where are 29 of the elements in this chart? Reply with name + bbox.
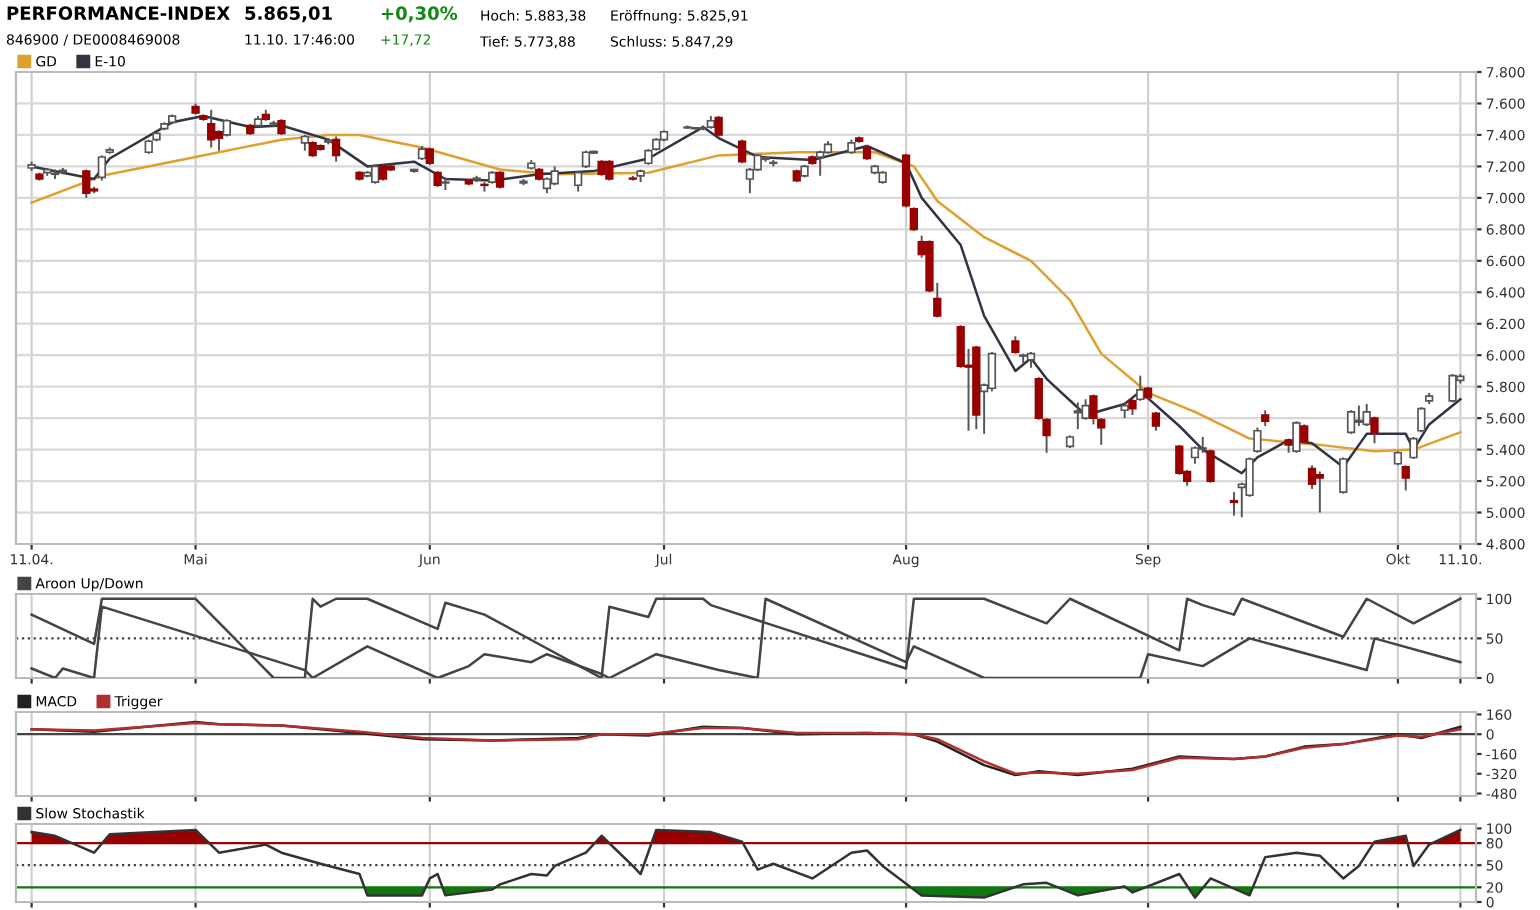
candlestick [1253,426,1262,454]
candlestick [1448,373,1457,404]
candlestick [1409,436,1418,461]
candlestick [1081,398,1090,421]
candlestick [605,159,614,182]
line-series [30,828,1462,899]
candlestick [573,170,583,193]
candlestick [1339,456,1348,495]
candlestick [1292,420,1301,454]
candlestick [331,135,341,163]
candlestick [1401,464,1410,492]
candlestick [207,108,216,149]
candlestick [816,149,825,177]
candlestick [714,115,723,138]
text: 5.865,01 [245,6,332,23]
candlestick [1362,403,1371,427]
candlestick [1315,470,1325,514]
candlestick [1151,410,1161,432]
candlestick [909,206,919,232]
candlestick [1354,404,1364,427]
candlestick [1346,409,1356,435]
candlestick [1417,406,1426,434]
text: +0,30% [381,6,458,23]
candlestick [987,351,997,393]
chart-title: PERFORMANCE-INDEX [7,6,230,20]
candlestick [97,154,107,182]
candlestick [1229,491,1239,517]
candlestick [370,163,380,185]
candlestick [82,168,91,199]
